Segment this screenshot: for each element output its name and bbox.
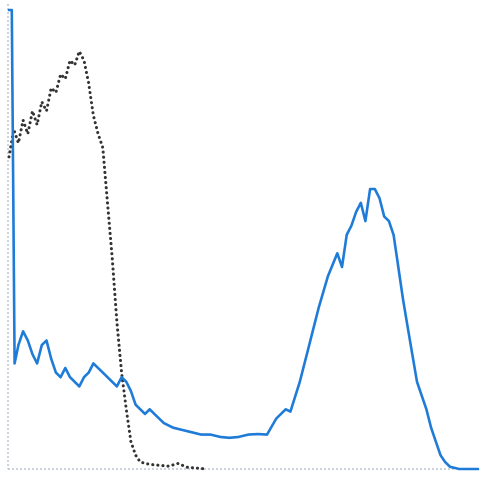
series-1-line bbox=[7, 49, 208, 471]
axes-layer bbox=[7, 4, 478, 470]
series-2-line bbox=[7, 8, 480, 471]
series-layer bbox=[7, 8, 480, 471]
